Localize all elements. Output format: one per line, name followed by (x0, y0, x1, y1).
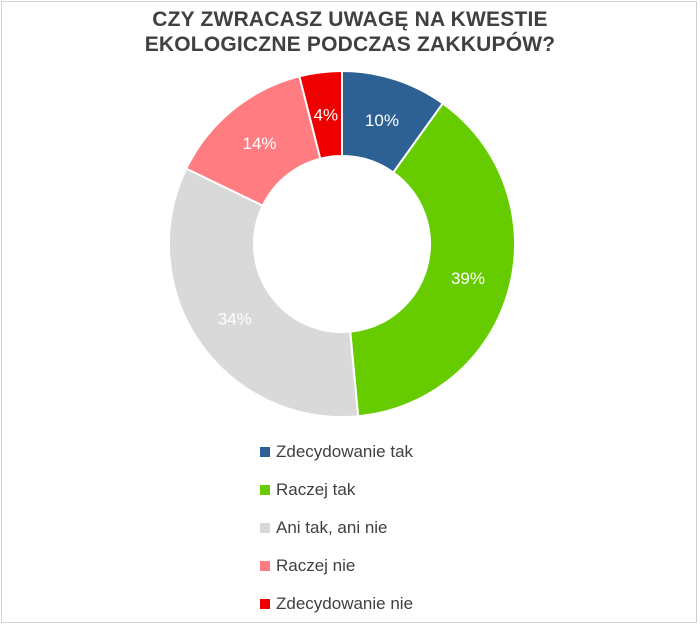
chart-title-line-2: EKOLOGICZNE PODCZAS ZAKKUPÓW? (144, 33, 556, 56)
data-label: 14% (242, 134, 276, 153)
legend-item: Zdecydowanie nie (260, 592, 560, 630)
legend-swatch (260, 599, 270, 609)
data-label: 4% (314, 106, 339, 125)
legend-item: Raczej tak (260, 478, 560, 516)
chart-title: CZY ZWRACASZ UWAGĘ NA KWESTIE EKOLOGICZN… (2, 7, 698, 57)
legend-label: Ani tak, ani nie (276, 518, 388, 537)
legend-swatch (260, 523, 270, 533)
legend-item: Zdecydowanie tak (260, 440, 560, 478)
legend-item: Raczej nie (260, 554, 560, 592)
data-label: 10% (365, 111, 399, 130)
legend-swatch (260, 447, 270, 457)
donut-slice (298, 69, 343, 160)
legend: Zdecydowanie tak Raczej tak Ani tak, ani… (260, 440, 560, 630)
legend-label: Raczej nie (276, 556, 356, 575)
legend-label: Zdecydowanie nie (276, 594, 414, 613)
donut-chart: 10% 39% 34% 14% 4% (168, 69, 516, 418)
donut-slice (349, 102, 516, 418)
legend-swatch (260, 561, 270, 571)
legend-item: Ani tak, ani nie (260, 516, 560, 554)
legend-label: Zdecydowanie tak (276, 442, 414, 461)
chart-title-line-1: CZY ZWRACASZ UWAGĘ NA KWESTIE (152, 8, 548, 31)
donut-slice (168, 167, 360, 418)
legend-swatch (260, 485, 270, 495)
data-label: 39% (451, 269, 485, 288)
data-label: 34% (218, 309, 252, 328)
legend-label: Raczej tak (276, 480, 356, 499)
